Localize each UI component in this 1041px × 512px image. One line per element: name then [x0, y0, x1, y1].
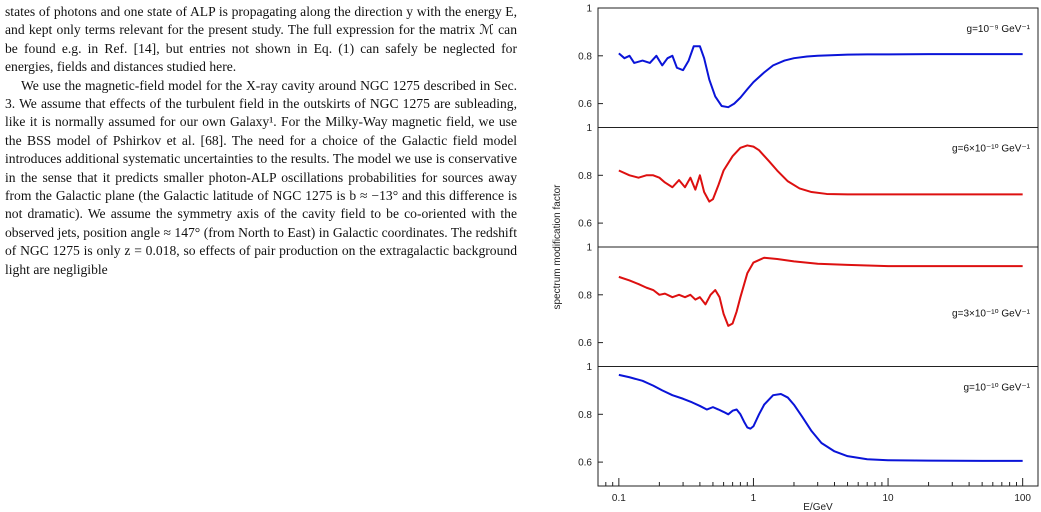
y-axis-label: spectrum modification factor — [552, 184, 563, 310]
chart-svg: 1 0.8 0.6 g=10⁻⁹ GeV⁻¹ 1 0.8 0.6 g=6×10⁻¹⁰ GeV⁻… — [552, 4, 1039, 512]
x-tick-label: 100 — [1014, 493, 1031, 504]
x-tick-label: 1 — [751, 493, 757, 504]
y-tick-label: 0.8 — [578, 171, 592, 182]
figure-spectrum-modification: 1 0.8 0.6 g=10⁻⁹ GeV⁻¹ 1 0.8 0.6 g=6×10⁻¹⁰ GeV⁻… — [538, 0, 1041, 512]
paragraph-2: We use the magnetic-field model for the … — [5, 77, 517, 277]
y-tick-label: 1 — [586, 123, 592, 134]
panel-coupling-label: g=3×10⁻¹⁰ GeV⁻¹ — [952, 308, 1031, 319]
y-tick-label: 1 — [586, 362, 592, 373]
y-tick-label: 0.8 — [578, 290, 592, 301]
y-tick-label: 0.6 — [578, 338, 592, 349]
series-line-panel-1 — [618, 45, 1023, 109]
y-tick-label: 1 — [586, 243, 592, 254]
panel-coupling-label: g=10⁻¹⁰ GeV⁻¹ — [963, 382, 1030, 393]
paragraph-1: states of photons and one state of ALP i… — [5, 4, 517, 75]
y-tick-label: 0.6 — [578, 219, 592, 230]
series-line-panel-3 — [618, 256, 1023, 327]
x-tick-label: 10 — [882, 493, 894, 504]
paper-text-column: states of photons and one state of ALP i… — [5, 3, 517, 279]
y-tick-label: 0.8 — [578, 410, 592, 421]
panel-coupling-label: g=10⁻⁹ GeV⁻¹ — [967, 24, 1031, 35]
series-line-panel-4 — [618, 373, 1023, 462]
panel-coupling-label: g=6×10⁻¹⁰ GeV⁻¹ — [952, 143, 1031, 154]
y-tick-label: 0.6 — [578, 99, 592, 110]
series-line-panel-2 — [618, 144, 1023, 203]
x-tick-label: 0.1 — [612, 493, 626, 504]
y-tick-label: 1 — [586, 4, 592, 15]
x-axis-label: E/GeV — [803, 502, 833, 512]
y-tick-label: 0.6 — [578, 458, 592, 469]
y-tick-label: 0.8 — [578, 51, 592, 62]
